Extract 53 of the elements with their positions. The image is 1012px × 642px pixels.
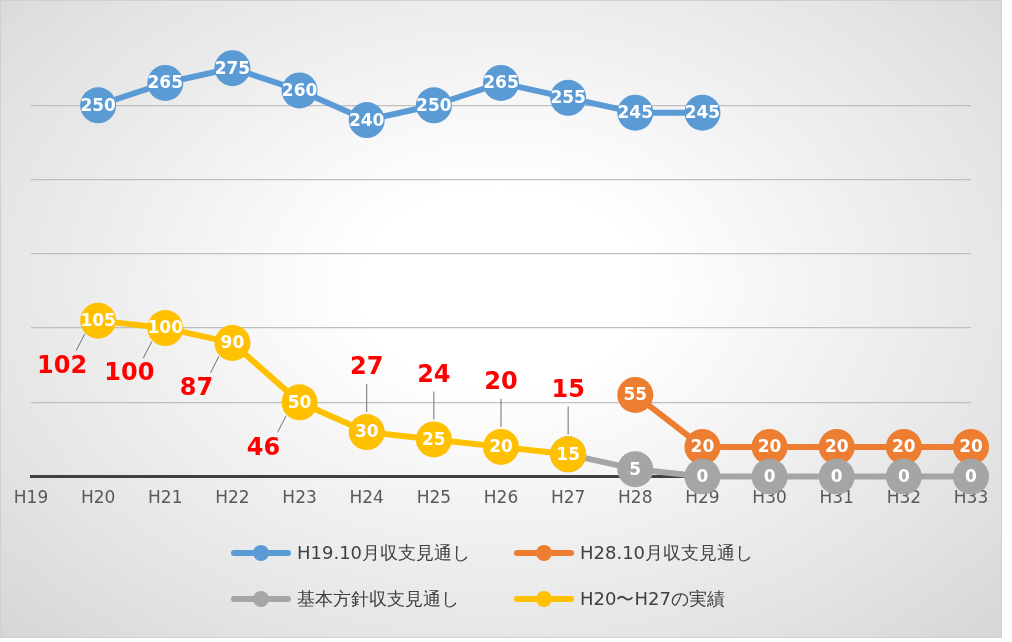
data-label: 250 <box>416 94 452 115</box>
annotation: 100 <box>104 358 155 387</box>
annotation: 15 <box>551 374 585 403</box>
data-label: 50 <box>287 391 312 412</box>
x-tick-label: H22 <box>215 487 250 508</box>
annotation: 87 <box>179 373 214 402</box>
data-label: 240 <box>348 109 385 130</box>
x-tick-label: H27 <box>550 487 586 508</box>
data-label: 275 <box>214 57 251 78</box>
data-label: 15 <box>556 443 580 464</box>
x-tick-label: H24 <box>349 487 384 508</box>
x-tick-label: H21 <box>148 487 183 508</box>
data-label: 20 <box>489 436 513 457</box>
legend-label: 基本方針収支見通し <box>297 587 459 611</box>
x-tick-label: H23 <box>282 487 317 508</box>
data-label: 260 <box>281 79 318 100</box>
x-tick-label: H25 <box>416 487 452 508</box>
data-label: 20 <box>824 436 849 457</box>
data-label: 20 <box>959 436 983 457</box>
data-label: 0 <box>696 466 709 487</box>
x-tick-label: H26 <box>483 487 519 508</box>
data-label: 100 <box>147 317 184 338</box>
data-label: 30 <box>354 421 379 442</box>
data-label: 20 <box>892 436 916 457</box>
data-label: 105 <box>80 310 116 331</box>
data-label: 20 <box>757 436 782 457</box>
data-label: 0 <box>763 466 776 487</box>
annotation: 46 <box>246 432 281 461</box>
legend-label: H28.10月収支見通し <box>580 541 754 565</box>
data-label: 0 <box>965 466 978 487</box>
data-label: 255 <box>550 87 586 108</box>
data-label: 265 <box>147 72 184 93</box>
annotation: 24 <box>417 359 451 388</box>
data-label: 245 <box>617 102 654 123</box>
x-tick-label: H28 <box>618 487 653 508</box>
data-label: 90 <box>220 332 245 353</box>
data-label: 55 <box>623 384 648 405</box>
annotation: 102 <box>37 350 88 379</box>
legend-label: H20〜H27の実績 <box>580 587 725 611</box>
point <box>617 451 654 488</box>
annotation: 20 <box>484 367 518 396</box>
data-label: 265 <box>483 72 519 93</box>
data-label: 250 <box>80 94 117 115</box>
legend-label: H19.10月収支見通し <box>297 541 471 565</box>
x-tick-label: H20 <box>80 487 116 508</box>
data-label: 5 <box>629 458 642 479</box>
data-label: 245 <box>684 102 721 123</box>
annotation: 27 <box>350 352 384 381</box>
data-label: 0 <box>830 466 843 487</box>
data-label: 25 <box>422 428 446 449</box>
data-label: 20 <box>690 436 715 457</box>
data-label: 0 <box>897 466 910 487</box>
x-tick-label: H19 <box>13 487 49 508</box>
